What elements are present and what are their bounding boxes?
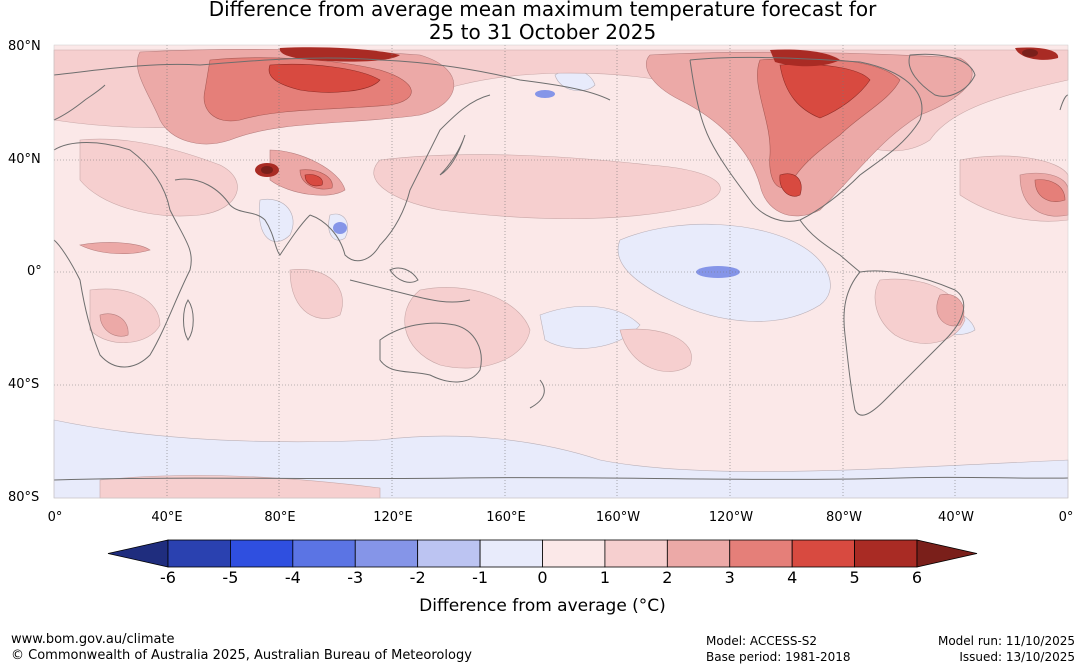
colorbar-extend-low <box>107 539 169 568</box>
colorbar-segment <box>417 539 481 568</box>
lon-label-80w: 80°W <box>826 510 862 525</box>
lat-label-0: 0° <box>27 264 42 279</box>
lon-label-120w: 120°W <box>708 510 754 525</box>
colorbar-tick-label: 5 <box>849 568 860 587</box>
colorbar-segment <box>604 539 668 568</box>
lat-label-80n: 80°N <box>8 39 41 54</box>
colorbar-segment <box>666 539 731 568</box>
colorbar-extend-high <box>916 539 978 568</box>
footer-issued: Issued: 13/10/2025 <box>959 650 1075 664</box>
colorbar-tick-label: 1 <box>599 568 610 587</box>
lon-label-160w: 160°W <box>595 510 641 525</box>
colorbar-tick-label: 3 <box>724 568 735 587</box>
lat-label-40n: 40°N <box>8 152 41 167</box>
colorbar-tick-label: -1 <box>472 568 489 587</box>
colorbar-segment <box>729 539 793 568</box>
extreme-warm-spots <box>261 49 1038 174</box>
colorbar-segment <box>542 539 606 568</box>
lon-label-40w: 40°W <box>938 510 974 525</box>
colorbar-tick-label: 2 <box>662 568 673 587</box>
colorbar-title: Difference from average (°C) <box>419 596 666 616</box>
colorbar-tick-label: -2 <box>409 568 426 587</box>
colorbar-tick-label: -4 <box>284 568 301 587</box>
colorbar-tick-label: 4 <box>787 568 798 587</box>
lat-label-80s: 80°S <box>8 490 40 505</box>
colorbar-tick-label: 0 <box>537 568 548 587</box>
footer-base-period: Base period: 1981-2018 <box>706 650 851 664</box>
lon-label-0-west: 0° <box>47 510 63 525</box>
lat-label-40s: 40°S <box>8 377 40 392</box>
colorbar-segments <box>107 539 978 568</box>
lon-label-40e: 40°E <box>151 510 183 525</box>
lon-label-80e: 80°E <box>264 510 296 525</box>
colorbar-tick-label: -5 <box>222 568 239 587</box>
warm-anomaly-4-5 <box>268 63 871 197</box>
graticule <box>54 45 1068 498</box>
colorbar-tick-label: 6 <box>911 568 923 587</box>
footer-copyright: © Commonwealth of Australia 2025, Austra… <box>11 648 472 663</box>
colorbar-segment <box>230 539 294 568</box>
coastlines <box>53 53 1069 481</box>
lon-label-160e: 160°E <box>486 510 526 525</box>
lon-label-120e: 120°E <box>373 510 413 525</box>
colorbar-segment <box>292 539 356 568</box>
colorbar-tick-label: -3 <box>347 568 364 587</box>
colorbar-segment <box>354 539 419 568</box>
footer-website[interactable]: www.bom.gov.au/climate <box>11 632 175 647</box>
map-title-line2: 25 to 31 October 2025 <box>428 20 657 44</box>
footer-model: Model: ACCESS-S2 <box>706 634 818 648</box>
colorbar-tick-label: -6 <box>160 568 176 587</box>
lon-label-0-east: 0° <box>1058 510 1074 525</box>
colorbar-segment <box>479 539 543 568</box>
footer-model-run: Model run: 11/10/2025 <box>937 634 1075 648</box>
colorbar-segment <box>167 539 231 568</box>
colorbar-segment <box>854 539 918 568</box>
map-frame <box>53 44 1069 499</box>
colorbar-segment <box>791 539 855 568</box>
map-title-line1: Difference from average mean maximum tem… <box>208 0 877 21</box>
